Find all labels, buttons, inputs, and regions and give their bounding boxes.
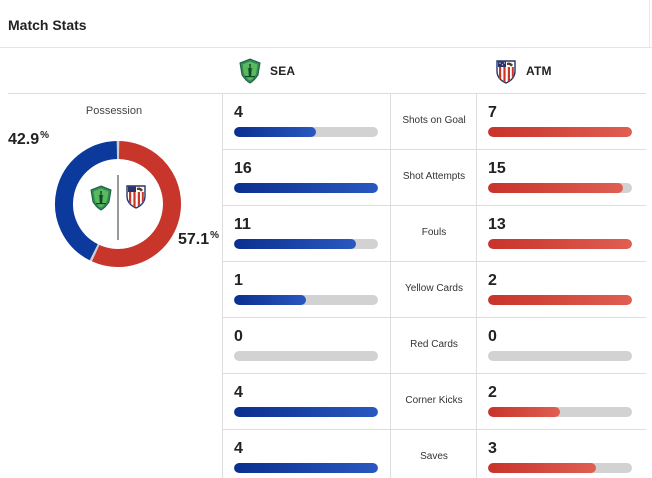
possession-away-value: 57.1 [178,231,210,248]
stat-bar-sea [234,295,378,305]
stat-value-atm: 0 [488,328,497,345]
possession-home-percent: 42.9% [8,130,49,149]
team-header-sea: SEA [238,58,295,84]
stat-value-atm: 2 [488,272,497,289]
stat-value-sea: 1 [234,272,243,289]
stat-bar-atm [488,183,632,193]
match-stats-header: Match Stats [0,0,652,48]
stat-value-sea: 16 [234,160,252,177]
stat-bar-fill-atm [488,239,632,249]
stat-row: 4 Shots on Goal 7 [222,94,646,150]
stat-label: Red Cards [410,339,458,350]
stat-value-atm: 15 [488,160,506,177]
stat-value-atm: 2 [488,384,497,401]
percent-unit: % [210,230,220,241]
seattle-sounders-crest-icon [239,58,261,84]
stat-row: 0 Red Cards 0 [222,318,646,374]
team-header-row: SEA ATM [8,48,646,94]
stat-value-atm: 13 [488,216,506,233]
stat-label: Corner Kicks [405,395,463,406]
row-divider [222,205,646,206]
stat-row: 4 Corner Kicks 2 [222,374,646,430]
stat-value-atm: 3 [488,440,497,457]
row-divider [222,149,646,150]
donut-segment-atm [92,141,181,267]
stat-bar-atm [488,295,632,305]
stat-bar-atm [488,127,632,137]
seattle-sounders-crest-icon [90,185,112,211]
stat-value-sea: 4 [234,384,243,401]
stat-bar-sea [234,127,378,137]
stat-bar-atm [488,351,632,361]
stat-bar-sea [234,183,378,193]
possession-away-percent: 57.1% [178,230,219,249]
stat-bar-fill-atm [488,463,596,473]
stat-value-atm: 7 [488,104,497,121]
stat-row: 4 Saves 3 [222,430,646,478]
divider [649,0,650,48]
stat-bar-sea [234,239,378,249]
stat-bar-fill-sea [234,127,317,137]
stat-bar-fill-sea [234,183,378,193]
stat-bar-sea [234,463,378,473]
atletico-madrid-crest-icon [496,60,516,84]
team-header-atm: ATM [494,58,552,84]
stat-value-sea: 4 [234,104,243,121]
donut-segment-sea [55,141,118,261]
stat-label: Shots on Goal [402,115,466,126]
row-divider [222,429,646,430]
atletico-madrid-crest-icon [126,185,146,209]
stat-bar-sea [234,351,378,361]
possession-label: Possession [85,105,143,117]
stat-row: 1 Yellow Cards 2 [222,262,646,318]
stat-label: Yellow Cards [405,283,463,294]
possession-panel: Possession 42.9% 57.1% [8,94,220,267]
stat-value-sea: 0 [234,328,243,345]
column-divider [476,94,477,478]
stat-row: 16 Shot Attempts 15 [222,150,646,206]
stat-bar-sea [234,407,378,417]
stat-bar-atm [488,407,632,417]
stat-bar-atm [488,463,632,473]
possession-donut-chart [55,141,181,267]
stat-bar-fill-atm [488,183,624,193]
stat-bar-fill-atm [488,407,560,417]
stat-row: 11 Fouls 13 [222,206,646,262]
column-divider [390,94,391,478]
team-abbr-atm: ATM [526,64,552,78]
stat-bar-fill-sea [234,407,378,417]
possession-home-value: 42.9 [8,131,40,148]
row-divider [222,261,646,262]
stat-bar-fill-sea [234,295,306,305]
stat-label: Saves [420,451,448,462]
stat-label: Fouls [421,227,447,238]
stat-value-sea: 11 [234,216,251,233]
row-divider [222,373,646,374]
stat-bar-fill-atm [488,295,632,305]
stat-bar-fill-sea [234,463,378,473]
row-divider [222,317,646,318]
team-abbr-sea: SEA [270,64,296,78]
page-title: Match Stats [8,17,87,33]
column-divider [222,94,223,478]
stat-bar-fill-sea [234,239,357,249]
stat-bar-fill-atm [488,127,632,137]
stat-label: Shot Attempts [402,171,466,182]
stat-bar-atm [488,239,632,249]
stat-value-sea: 4 [234,440,243,457]
percent-unit: % [40,130,50,141]
